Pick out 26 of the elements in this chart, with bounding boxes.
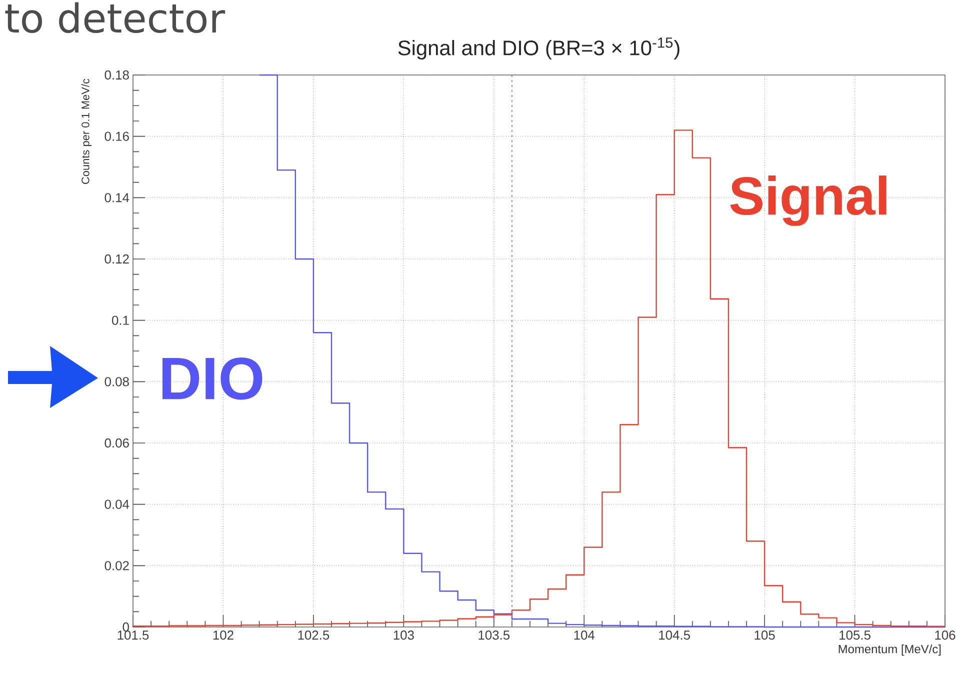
x-tick-label: 106	[935, 630, 956, 640]
text: to detector	[5, 2, 226, 34]
x-tick-label: 104	[574, 630, 595, 640]
y-tick-label: 0.1	[112, 316, 129, 325]
x-axis-title: Momentum [MeV/c]	[838, 644, 941, 656]
chart-title: Signal and DIO (BR=3 × 10$^{-15}$)	[398, 38, 680, 60]
series-label: DIO	[162, 357, 262, 400]
y-axis-title: Counts per 0.1 MeV/c	[81, 78, 92, 184]
x-tick-label: 103	[394, 630, 414, 640]
y-tick-label: 0.14	[104, 193, 130, 202]
x-tick-label: 101.5	[118, 630, 149, 640]
x-tick-label: 102.5	[298, 630, 330, 640]
x-tick-label: 103.5	[478, 630, 510, 640]
x-tick-label: 105	[754, 630, 775, 640]
y-tick-label: 0.04	[104, 500, 130, 509]
y-tick-label: 0.08	[104, 377, 129, 386]
y-tick-label: 0	[122, 622, 129, 632]
y-tick-label: 0.06	[104, 438, 129, 448]
x-tick-label: 105.5	[840, 630, 870, 640]
y-tick-label: 0.16	[104, 132, 129, 141]
y-tick-label: 0.12	[104, 254, 129, 264]
series-label: Signal	[730, 176, 886, 226]
y-tick-label: 0.18	[104, 70, 129, 80]
y-tick-label: 0.02	[104, 561, 129, 570]
x-tick-label: 102	[213, 630, 234, 640]
x-tick-label: 104.5	[659, 630, 690, 640]
